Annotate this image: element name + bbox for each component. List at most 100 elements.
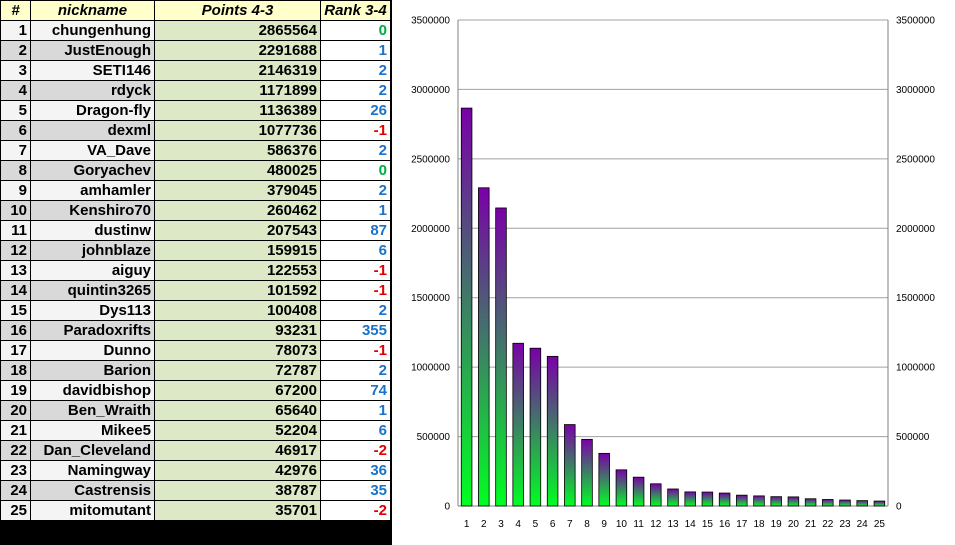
rank-change-cell: 1 (320, 40, 391, 61)
y-tick-label-left: 1500000 (411, 293, 450, 304)
y-tick-label-right: 3500000 (896, 16, 935, 27)
x-tick-label: 21 (805, 519, 817, 530)
x-tick-label: 11 (633, 519, 644, 530)
x-tick-label: 4 (515, 519, 521, 530)
rank-change-cell: 2 (320, 360, 391, 381)
nickname-cell: aiguy (30, 260, 155, 281)
nickname-cell: dexml (30, 120, 155, 141)
points-cell: 1171899 (154, 80, 321, 101)
points-cell: 101592 (154, 280, 321, 301)
nickname-cell: dustinw (30, 220, 155, 241)
table-body: 1 chungenhung 2865564 0 2 JustEnough 2291688 1 3… (0, 20, 391, 521)
bar (667, 488, 679, 507)
rank-cell: 3 (0, 60, 31, 81)
rank-change-cell: 0 (320, 20, 391, 41)
bar (856, 500, 868, 507)
points-cell: 78073 (154, 340, 321, 361)
rank-change-cell: -1 (320, 340, 391, 361)
points-cell: 2291688 (154, 40, 321, 61)
bar (598, 452, 610, 507)
table-row: 8 Goryachev 480025 0 (0, 160, 391, 181)
points-cell: 42976 (154, 460, 321, 481)
bar (770, 496, 782, 507)
points-cell: 122553 (154, 260, 321, 281)
table-row: 17 Dunno 78073 -1 (0, 340, 391, 361)
y-tick-label-right: 3000000 (896, 85, 935, 96)
y-tick-label-right: 0 (896, 502, 902, 513)
y-tick-label-right: 1000000 (896, 363, 935, 374)
rank-change-cell: 36 (320, 460, 391, 481)
x-tick-label: 17 (736, 519, 748, 530)
header-rank: # (0, 0, 31, 21)
rank-cell: 24 (0, 480, 31, 501)
x-tick-label: 22 (822, 519, 834, 530)
bar (787, 496, 800, 507)
rank-change-cell: 1 (320, 200, 391, 221)
nickname-cell: Ben_Wraith (30, 400, 155, 421)
table-row: 9 amhamler 379045 2 (0, 180, 391, 201)
rank-cell: 23 (0, 460, 31, 481)
rank-change-cell: 87 (320, 220, 391, 241)
x-tick-label: 5 (533, 519, 539, 530)
nickname-cell: chungenhung (30, 20, 155, 41)
bar (478, 187, 490, 507)
points-cell: 93231 (154, 320, 321, 341)
rank-cell: 11 (0, 220, 31, 241)
x-tick-label: 14 (685, 519, 697, 530)
rank-cell: 16 (0, 320, 31, 341)
rank-cell: 4 (0, 80, 31, 101)
y-tick-label-right: 2500000 (896, 154, 935, 165)
points-cell: 35701 (154, 500, 321, 521)
nickname-cell: Dragon-fly (30, 100, 155, 121)
rank-change-cell: 2 (320, 80, 391, 101)
table-row: 1 chungenhung 2865564 0 (0, 20, 391, 41)
rank-cell: 7 (0, 140, 31, 161)
x-tick-label: 8 (584, 519, 590, 530)
nickname-cell: Dan_Cleveland (30, 440, 155, 461)
bar (495, 207, 507, 507)
table-row: 23 Namingway 42976 36 (0, 460, 391, 481)
nickname-cell: mitomutant (30, 500, 155, 521)
table-row: 7 VA_Dave 586376 2 (0, 140, 391, 161)
y-tick-label-left: 0 (444, 502, 450, 513)
x-tick-label: 7 (567, 519, 573, 530)
points-cell: 65640 (154, 400, 321, 421)
bar (529, 347, 542, 507)
nickname-cell: Dys113 (30, 300, 155, 321)
table-row: 10 Kenshiro70 260462 1 (0, 200, 391, 221)
nickname-cell: Barion (30, 360, 155, 381)
header-rank-change: Rank 3-4 (320, 0, 391, 21)
bar (684, 491, 696, 507)
bar (650, 483, 662, 507)
points-cell: 38787 (154, 480, 321, 501)
y-tick-label-right: 1500000 (896, 293, 935, 304)
x-tick-label: 23 (839, 519, 851, 530)
x-tick-label: 24 (857, 519, 869, 530)
nickname-cell: amhamler (30, 180, 155, 201)
rank-change-cell: 2 (320, 60, 391, 81)
y-tick-label-left: 2500000 (411, 154, 450, 165)
rank-cell: 2 (0, 40, 31, 61)
rank-change-cell: 35 (320, 480, 391, 501)
nickname-cell: Paradoxrifts (30, 320, 155, 341)
table-row: 11 dustinw 207543 87 (0, 220, 391, 241)
y-tick-label-left: 2000000 (411, 224, 450, 235)
table-row: 25 mitomutant 35701 -2 (0, 500, 391, 521)
table-row: 18 Barion 72787 2 (0, 360, 391, 381)
points-cell: 586376 (154, 140, 321, 161)
rank-change-cell: -2 (320, 500, 391, 521)
rank-cell: 14 (0, 280, 31, 301)
nickname-cell: Goryachev (30, 160, 155, 181)
points-cell: 159915 (154, 240, 321, 261)
header-nickname: nickname (30, 0, 155, 21)
points-cell: 379045 (154, 180, 321, 201)
points-cell: 67200 (154, 380, 321, 401)
rank-cell: 17 (0, 340, 31, 361)
rank-cell: 1 (0, 20, 31, 41)
x-tick-label: 16 (719, 519, 731, 530)
rank-change-cell: -1 (320, 260, 391, 281)
rank-cell: 12 (0, 240, 31, 261)
table-header-row: # nickname Points 4-3 Rank 3-4 (0, 0, 391, 21)
table-row: 19 davidbishop 67200 74 (0, 380, 391, 401)
header-points: Points 4-3 (154, 0, 321, 21)
